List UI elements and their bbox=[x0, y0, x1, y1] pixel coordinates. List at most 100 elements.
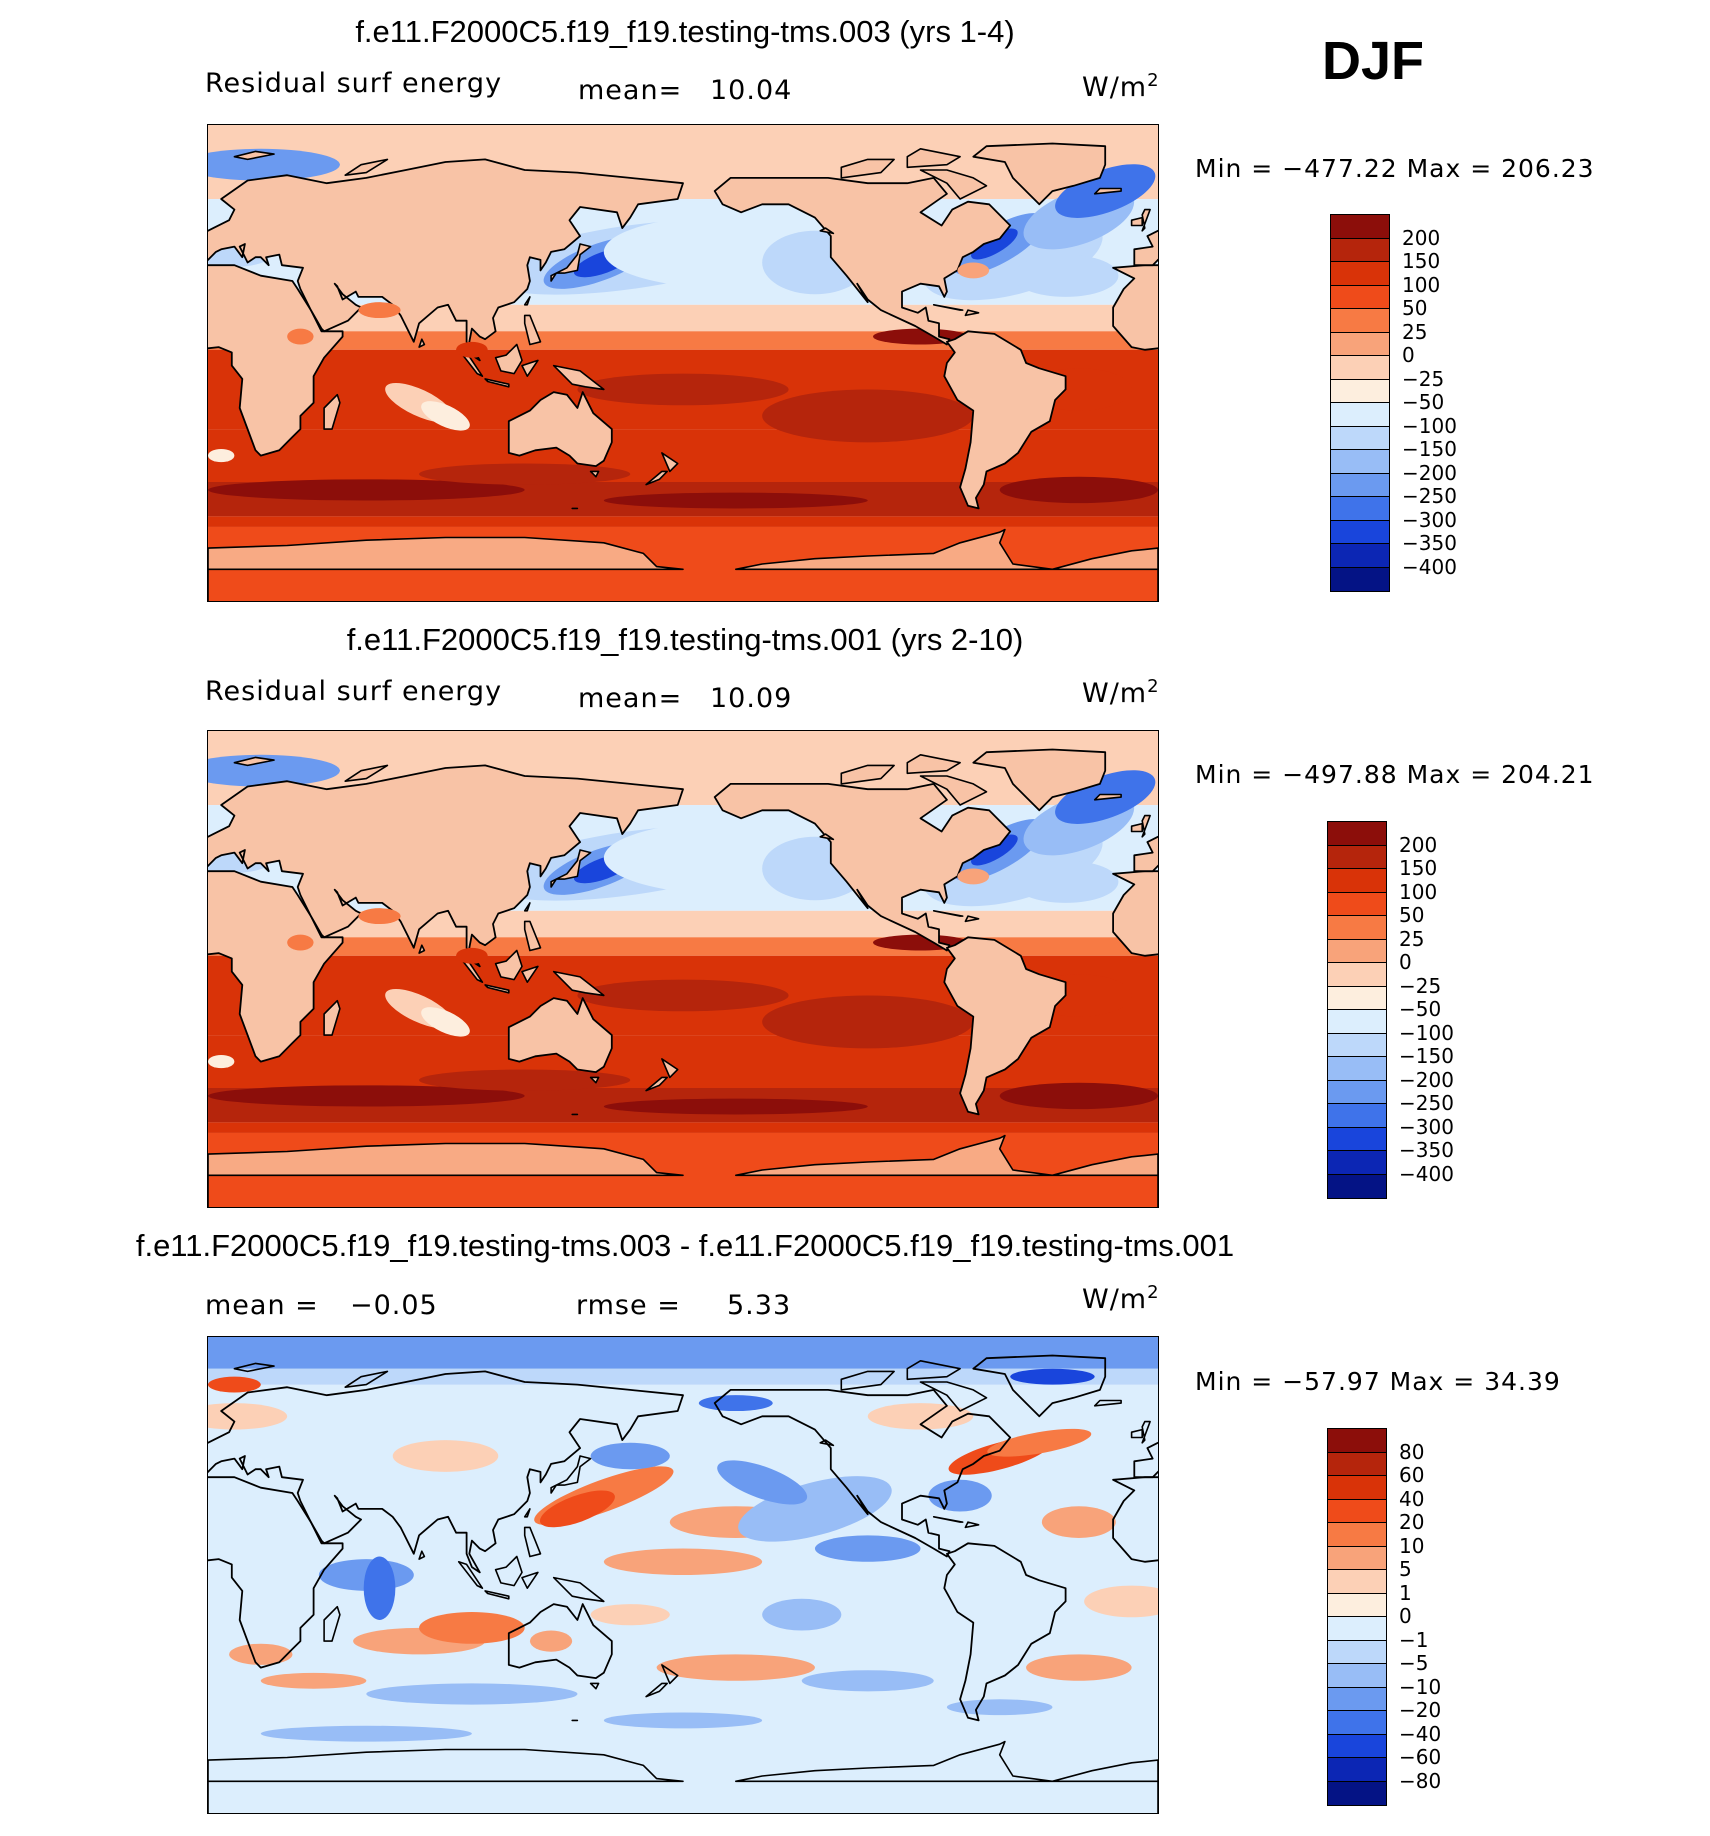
contour-patch bbox=[456, 341, 488, 358]
coastline bbox=[840, 764, 895, 785]
coastline bbox=[523, 902, 531, 912]
colorbar-box bbox=[1331, 332, 1389, 356]
colorbar-tick-label: −300 bbox=[1402, 507, 1457, 532]
colorbar-box bbox=[1328, 1523, 1386, 1547]
colorbar-box bbox=[1328, 1429, 1386, 1453]
coastline bbox=[208, 764, 684, 968]
coastline bbox=[233, 1362, 275, 1373]
colorbar-box bbox=[1331, 426, 1389, 450]
colorbar bbox=[1330, 214, 1390, 592]
contour-band bbox=[208, 516, 1158, 527]
colorbar-box bbox=[1331, 497, 1389, 521]
coastline bbox=[208, 536, 684, 601]
coastline bbox=[208, 870, 344, 1063]
contour-patch bbox=[814, 1535, 921, 1562]
coastline bbox=[932, 910, 964, 917]
coastline bbox=[919, 1381, 988, 1412]
contour-band bbox=[208, 1337, 1158, 1369]
units-label: W/m2 bbox=[1082, 676, 1160, 709]
colorbar-box bbox=[1328, 963, 1386, 987]
contour-patch bbox=[421, 401, 470, 431]
colorbar-tick-label: 200 bbox=[1399, 832, 1438, 857]
contour-patch bbox=[999, 476, 1158, 504]
contour-patch bbox=[946, 1699, 1053, 1716]
coastline bbox=[552, 1576, 605, 1603]
coastline bbox=[521, 1571, 539, 1589]
mean-value: 10.04 bbox=[710, 75, 793, 106]
coastline bbox=[521, 359, 539, 377]
colorbar-box bbox=[1331, 262, 1389, 286]
colorbar-box bbox=[1328, 1476, 1386, 1500]
contour-patch bbox=[590, 1442, 670, 1470]
colorbar-tick-label: 0 bbox=[1399, 950, 1412, 974]
colorbar-box bbox=[1331, 356, 1389, 380]
map-frame bbox=[207, 730, 1159, 1208]
colorbar-box bbox=[1328, 1640, 1386, 1664]
colorbar-box bbox=[1331, 567, 1389, 591]
coastline bbox=[906, 147, 961, 169]
contour-patch bbox=[928, 1479, 992, 1512]
coastline bbox=[713, 783, 1012, 952]
map-frame bbox=[207, 1336, 1159, 1814]
colorbar-box bbox=[1331, 403, 1389, 427]
colorbar-tick-label: −40 bbox=[1399, 1721, 1442, 1746]
coastline bbox=[494, 1555, 523, 1587]
contour-patch bbox=[366, 1683, 578, 1705]
contour-patch bbox=[762, 1598, 842, 1631]
coastline bbox=[734, 1134, 1158, 1207]
contour-patch bbox=[287, 328, 314, 345]
coastline bbox=[418, 944, 426, 954]
contour-band bbox=[208, 1368, 1158, 1385]
coastline bbox=[208, 1370, 684, 1574]
contour-patch bbox=[987, 1428, 1092, 1457]
coastline bbox=[521, 965, 539, 983]
season-label: DJF bbox=[1322, 31, 1425, 91]
colorbar-box bbox=[1331, 544, 1389, 568]
contour-patch bbox=[456, 947, 488, 964]
coastline bbox=[589, 1076, 600, 1084]
colorbar-box bbox=[1328, 822, 1386, 846]
colorbar-tick-label: −150 bbox=[1402, 437, 1457, 461]
colorbar-box bbox=[1328, 986, 1386, 1010]
units-label: W/m2 bbox=[1082, 1282, 1160, 1315]
colorbar-tick-label: 150 bbox=[1399, 856, 1438, 880]
colorbar-tick-label: 200 bbox=[1402, 225, 1441, 250]
contour-patch bbox=[603, 492, 868, 509]
colorbar-tick-label: −200 bbox=[1399, 1067, 1454, 1092]
contour-patch bbox=[603, 1098, 868, 1115]
colorbar-tick-label: −25 bbox=[1402, 366, 1445, 391]
contour-patch bbox=[363, 1556, 396, 1620]
coastline bbox=[233, 150, 275, 161]
contour-patch bbox=[419, 1069, 631, 1091]
colorbar-tick-label: −300 bbox=[1399, 1114, 1454, 1139]
coastline bbox=[494, 343, 523, 375]
coastline bbox=[552, 970, 605, 997]
contour-patch bbox=[229, 1643, 293, 1665]
colorbar-tick-label: 40 bbox=[1399, 1486, 1425, 1511]
colorbar-tick-label: 20 bbox=[1399, 1510, 1425, 1534]
contour-patch bbox=[1026, 1654, 1132, 1681]
contour-patch bbox=[208, 1054, 235, 1069]
mean-value: 10.09 bbox=[710, 683, 793, 714]
colorbar-box bbox=[1328, 1546, 1386, 1570]
colorbar-box bbox=[1328, 1080, 1386, 1104]
coastline bbox=[208, 1142, 684, 1207]
coastline bbox=[344, 158, 389, 177]
coastline bbox=[1130, 216, 1144, 227]
coastline bbox=[484, 1590, 510, 1600]
contour-patch bbox=[208, 1085, 525, 1107]
coastline bbox=[972, 142, 1107, 206]
coastline bbox=[964, 1521, 980, 1529]
coastline bbox=[233, 756, 275, 767]
colorbar-tick-label: −350 bbox=[1402, 531, 1457, 555]
coastline bbox=[734, 528, 1158, 601]
colorbar-tick-label: −25 bbox=[1399, 973, 1442, 998]
contour-patch bbox=[577, 373, 789, 406]
coastline bbox=[1130, 822, 1144, 833]
colorbar-tick-label: −10 bbox=[1399, 1674, 1442, 1699]
colorbar-tick-label: 100 bbox=[1399, 879, 1438, 904]
rmse-value: 5.33 bbox=[727, 1290, 792, 1321]
contour-patch bbox=[801, 1670, 934, 1692]
contour-patch bbox=[656, 1654, 815, 1681]
units-base: W/m bbox=[1082, 72, 1148, 103]
